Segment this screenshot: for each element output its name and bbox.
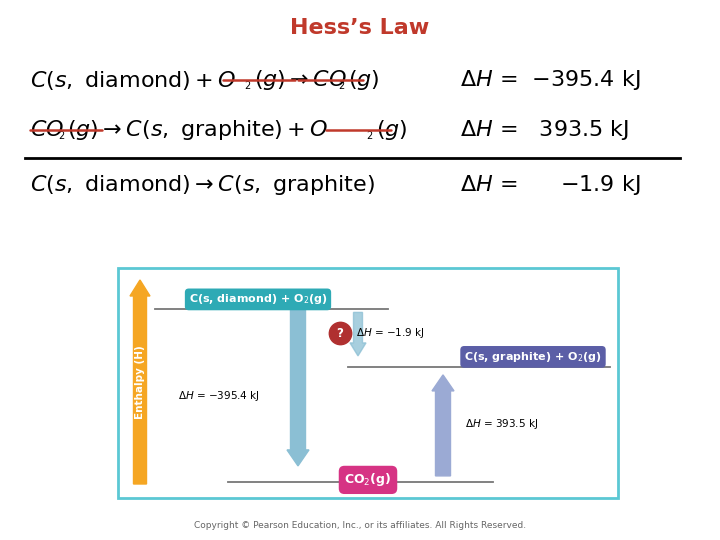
Text: $_2$: $_2$ <box>338 78 346 92</box>
Text: $\Delta\mathit{H}$ =   393.5 kJ: $\Delta\mathit{H}$ = 393.5 kJ <box>460 118 629 142</box>
Bar <box>118 268 618 498</box>
Text: $\Delta\mathit{H}$ =      $-$1.9 kJ: $\Delta\mathit{H}$ = $-$1.9 kJ <box>460 173 641 197</box>
Text: Hess’s Law: Hess’s Law <box>290 18 430 38</box>
Text: ?: ? <box>336 327 343 340</box>
FancyArrow shape <box>350 313 366 356</box>
Text: $_2$: $_2$ <box>58 128 66 142</box>
Text: $(g)$: $(g)$ <box>348 68 379 92</box>
Text: Copyright © Pearson Education, Inc., or its affiliates. All Rights Reserved.: Copyright © Pearson Education, Inc., or … <box>194 521 526 530</box>
Text: $C(s,\ \mathrm{diamond}) + O$: $C(s,\ \mathrm{diamond}) + O$ <box>30 69 236 91</box>
Text: Enthalpy (H): Enthalpy (H) <box>135 345 145 419</box>
FancyArrow shape <box>130 280 150 484</box>
FancyArrow shape <box>432 375 454 476</box>
Text: $\Delta\mathit{H}$ = 393.5 kJ: $\Delta\mathit{H}$ = 393.5 kJ <box>465 417 538 431</box>
Text: CO$_2$(g): CO$_2$(g) <box>344 471 392 488</box>
Text: $C(s,\ \mathrm{diamond}) \rightarrow C(s,\ \mathrm{graphite})$: $C(s,\ \mathrm{diamond}) \rightarrow C(s… <box>30 173 375 197</box>
Text: $_2$: $_2$ <box>244 78 251 92</box>
Text: $(g)$: $(g)$ <box>376 118 408 142</box>
Text: C(s, diamond) + O$_2$(g): C(s, diamond) + O$_2$(g) <box>189 292 328 306</box>
FancyArrow shape <box>287 309 309 466</box>
Text: $\Delta\mathit{H}$ = $-$1.9 kJ: $\Delta\mathit{H}$ = $-$1.9 kJ <box>356 326 425 340</box>
Text: $\Delta\mathit{H}$ =  $-$395.4 kJ: $\Delta\mathit{H}$ = $-$395.4 kJ <box>460 68 641 92</box>
Text: C(s, graphite) + O$_2$(g): C(s, graphite) + O$_2$(g) <box>464 350 602 364</box>
Point <box>334 329 346 338</box>
Text: $_2$: $_2$ <box>366 128 374 142</box>
Text: $(g) \rightarrow C(s,\ \mathrm{graphite}) + O$: $(g) \rightarrow C(s,\ \mathrm{graphite}… <box>67 118 328 142</box>
Text: $CO$: $CO$ <box>30 120 64 140</box>
Text: $\Delta\mathit{H}$ = $-$395.4 kJ: $\Delta\mathit{H}$ = $-$395.4 kJ <box>178 389 260 403</box>
Text: $(g) \rightarrow CO$: $(g) \rightarrow CO$ <box>254 68 347 92</box>
